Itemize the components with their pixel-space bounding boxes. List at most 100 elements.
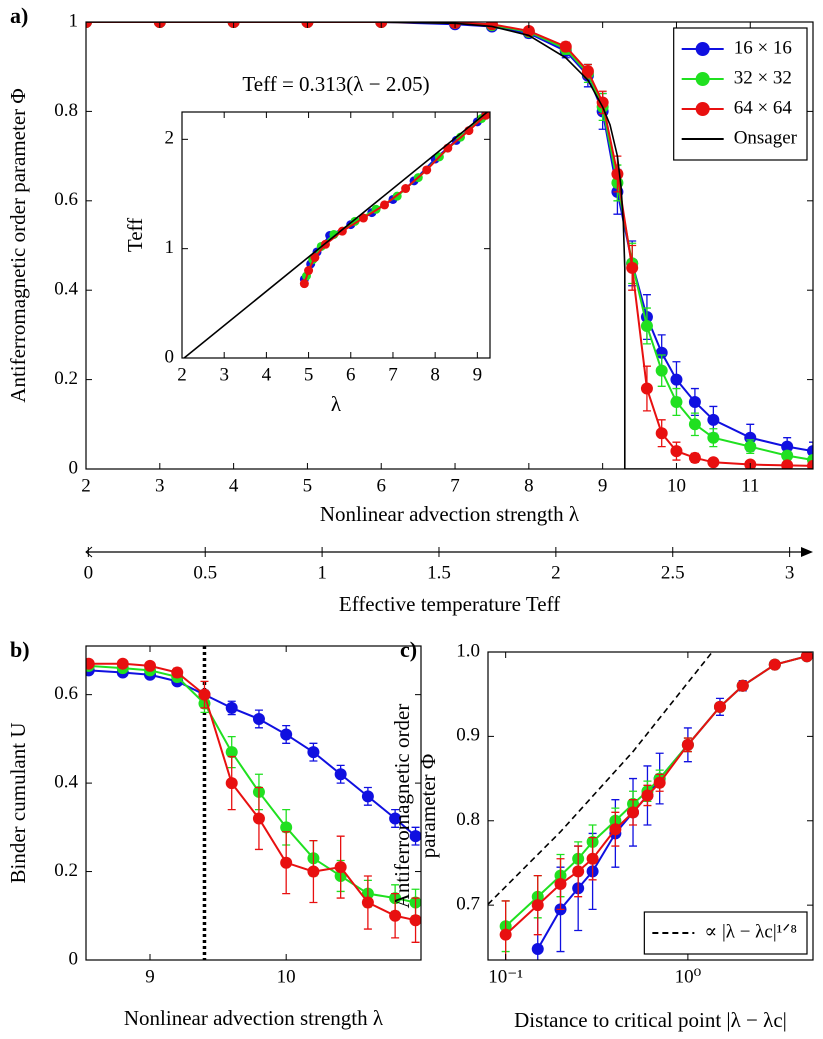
axis-arrow: [801, 547, 813, 557]
curve: [183, 112, 489, 358]
data-point: [688, 395, 701, 408]
data-point: [768, 658, 781, 671]
curve: [488, 652, 713, 905]
data-point: [670, 373, 683, 386]
y-axis-label: Teff: [123, 218, 147, 252]
x-tick-label: 3: [155, 475, 165, 496]
data-point: [707, 431, 720, 444]
data-point: [640, 382, 653, 395]
data-point: [334, 861, 347, 874]
data-point: [707, 456, 720, 469]
data-point: [781, 449, 794, 462]
data-point: [807, 459, 813, 469]
data-point: [361, 790, 374, 803]
x-tick-label: 3: [785, 562, 795, 583]
data-point: [334, 768, 347, 781]
data-point: [225, 701, 238, 714]
data-point: [389, 909, 402, 922]
data-point: [86, 657, 95, 670]
x-tick-label: 11: [741, 475, 759, 496]
data-point: [299, 279, 309, 289]
x-tick-label: 10⁻¹: [488, 966, 523, 987]
y-tick-label: 0.8: [54, 100, 78, 121]
curve: [86, 22, 813, 469]
data-point: [304, 266, 314, 276]
data-point: [559, 40, 572, 53]
data-point: [781, 459, 794, 469]
y-tick-label: 2: [165, 128, 175, 149]
y-tick-label: 0.2: [54, 860, 78, 881]
legend: ∝ |λ − λc|¹ᐟ⁸: [643, 911, 808, 955]
data-point: [744, 440, 757, 453]
x-tick-label: 5: [304, 364, 314, 385]
x-tick-label: 8: [430, 364, 440, 385]
axis-start: [85, 546, 93, 558]
x-axis-label: Nonlinear advection strength λ: [320, 502, 580, 526]
y-tick-label: 0: [69, 948, 79, 969]
data-point: [713, 700, 726, 713]
y-axis-label: Antiferromagnetic order: [390, 704, 414, 909]
x-axis-label: λ: [331, 392, 342, 416]
data-point: [409, 830, 421, 843]
data-point: [280, 856, 293, 869]
data-point: [681, 738, 694, 751]
x-tick-label: 1.5: [427, 562, 451, 583]
data-point: [358, 213, 368, 223]
data-point: [800, 652, 813, 663]
x-tick-label: 6: [346, 364, 356, 385]
y-tick-label: 0.9: [456, 725, 480, 746]
data-point: [307, 865, 320, 878]
x-axis-label: Effective temperature Teff: [339, 592, 560, 616]
y-tick-label: 0.6: [54, 189, 78, 210]
data-point: [409, 914, 421, 927]
y-tick-label: 0: [165, 346, 175, 367]
x-tick-label: 7: [388, 364, 398, 385]
data-point: [422, 165, 432, 175]
legend-label: ∝ |λ − λc|¹ᐟ⁸: [704, 921, 797, 942]
x-tick-label: 9: [598, 475, 608, 496]
y-tick-label: 1: [69, 10, 79, 31]
legend: 16 × 16 32 × 32 64 × 64 Onsager: [673, 27, 808, 161]
data-point: [781, 440, 794, 453]
data-point: [655, 364, 668, 377]
data-point: [626, 261, 639, 274]
plot-frame: [487, 651, 814, 961]
legend-marker: [695, 42, 710, 56]
data-point: [670, 395, 683, 408]
data-point: [655, 346, 668, 359]
plot-frame: [181, 111, 491, 359]
data-point: [611, 167, 624, 180]
y-tick-label: 0.7: [456, 894, 480, 915]
plot-marks: [86, 646, 421, 960]
data-point: [531, 943, 544, 956]
data-point: [807, 445, 813, 458]
data-point: [609, 823, 622, 836]
data-point: [225, 777, 238, 790]
data-point: [586, 852, 599, 865]
legend-label: Onsager: [734, 127, 798, 148]
y-tick-label: 0.4: [54, 279, 78, 300]
x-tick-label: 7: [450, 475, 460, 496]
inset-title: Teff = 0.313(λ − 2.05): [242, 72, 429, 96]
x-tick-label: 10: [667, 475, 686, 496]
plot-marks: [183, 112, 490, 358]
data-point: [337, 226, 347, 236]
data-point: [481, 112, 490, 120]
data-point: [252, 812, 265, 825]
data-point: [280, 728, 293, 741]
legend-label: 32 × 32: [734, 67, 792, 88]
y-tick-label: 0: [69, 457, 79, 478]
legend-marker: [695, 102, 710, 116]
x-tick-label: 5: [303, 475, 313, 496]
data-point: [744, 431, 757, 444]
plot-frame: [85, 645, 422, 961]
data-point: [688, 451, 701, 464]
plot-area: [86, 646, 421, 960]
x-tick-label: 4: [229, 475, 239, 496]
x-tick-label: 10: [277, 966, 296, 987]
x-tick-label: 2: [81, 475, 91, 496]
data-point: [572, 865, 585, 878]
y-axis-label: Binder cumulant U: [6, 723, 30, 884]
